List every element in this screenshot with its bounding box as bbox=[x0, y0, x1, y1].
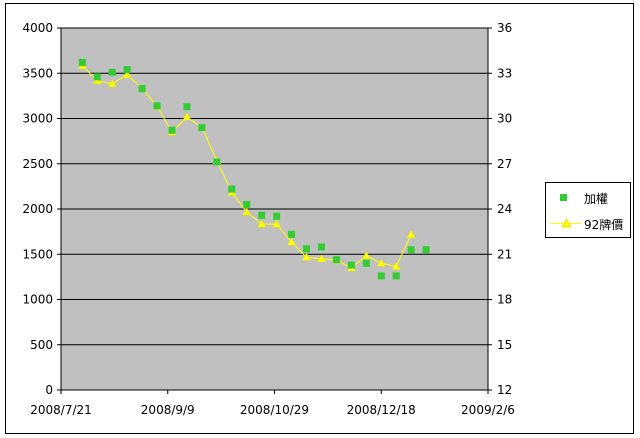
legend-marker-weighted bbox=[560, 194, 567, 201]
weighted-point bbox=[362, 259, 370, 267]
weighted-point bbox=[168, 126, 176, 134]
weighted-point bbox=[138, 85, 146, 93]
legend-item-stock: 92牌價 bbox=[546, 213, 630, 235]
stock-point bbox=[361, 251, 371, 260]
right-tick-label: 30 bbox=[497, 112, 512, 126]
stock-point bbox=[391, 261, 401, 270]
stock-point bbox=[122, 70, 132, 79]
weighted-point bbox=[183, 103, 191, 111]
weighted-point bbox=[273, 212, 281, 220]
weighted-point bbox=[317, 243, 325, 251]
stock-point bbox=[182, 112, 192, 121]
legend: 加權 92牌價 bbox=[545, 182, 631, 238]
left-tick-label: 1000 bbox=[22, 293, 53, 307]
left-tick-label: 4000 bbox=[22, 21, 53, 35]
weighted-point bbox=[303, 245, 311, 253]
x-tick-label: 2008/12/18 bbox=[347, 403, 416, 417]
stock-point bbox=[272, 219, 282, 228]
weighted-point bbox=[93, 73, 101, 81]
x-tick-label: 2008/10/29 bbox=[240, 403, 309, 417]
legend-item-weighted: 加權 bbox=[546, 187, 630, 209]
right-tick-label: 27 bbox=[497, 157, 512, 171]
left-tick-label: 500 bbox=[30, 338, 53, 352]
right-axis-ticks: 12 15 18 21 24 27 30 33 36 bbox=[488, 21, 512, 397]
weighted-point bbox=[123, 66, 131, 74]
right-tick-label: 12 bbox=[497, 383, 512, 397]
stock-point bbox=[302, 252, 311, 261]
weighted-point bbox=[213, 158, 221, 166]
weighted-point bbox=[78, 58, 86, 66]
x-tick-label: 2008/9/9 bbox=[141, 403, 195, 417]
right-tick-label: 18 bbox=[497, 293, 512, 307]
left-tick-label: 3000 bbox=[22, 112, 53, 126]
stock-point bbox=[406, 230, 416, 238]
x-axis-ticks: 2008/7/21 2008/9/9 2008/10/29 2008/12/18 200… bbox=[30, 390, 515, 417]
left-tick-label: 2000 bbox=[22, 202, 53, 216]
stock-point bbox=[107, 79, 117, 88]
legend-marker-stock bbox=[562, 219, 571, 228]
legend-label-stock: 92牌價 bbox=[584, 218, 624, 232]
stock-point bbox=[287, 237, 297, 246]
x-tick-label: 2008/7/21 bbox=[30, 403, 92, 417]
x-tick-label: 2009/2/6 bbox=[461, 403, 515, 417]
weighted-point bbox=[347, 261, 355, 269]
weighted-point bbox=[422, 246, 430, 254]
weighted-point bbox=[198, 124, 206, 132]
right-tick-label: 24 bbox=[497, 202, 512, 216]
stock-point bbox=[376, 258, 386, 267]
grid-lines bbox=[61, 27, 488, 391]
stock-point bbox=[317, 254, 326, 263]
left-tick-label: 1500 bbox=[22, 247, 53, 261]
stock-point bbox=[257, 219, 267, 228]
left-tick-label: 3500 bbox=[22, 66, 53, 80]
right-tick-label: 36 bbox=[497, 21, 512, 35]
weighted-point bbox=[407, 246, 415, 254]
weighted-point bbox=[377, 272, 385, 280]
weighted-point bbox=[392, 272, 400, 280]
weighted-point bbox=[258, 211, 266, 219]
left-tick-label: 2500 bbox=[22, 157, 53, 171]
series-weighted bbox=[78, 58, 430, 280]
weighted-point bbox=[108, 68, 116, 76]
left-axis-ticks: 0 500 1000 1500 2000 2500 3000 3500 4000 bbox=[22, 21, 61, 397]
legend-label-weighted: 加權 bbox=[584, 192, 609, 206]
weighted-point bbox=[332, 256, 340, 264]
stock-point bbox=[242, 207, 252, 216]
weighted-point bbox=[153, 102, 161, 110]
weighted-point bbox=[288, 230, 296, 238]
weighted-point bbox=[228, 185, 236, 193]
left-tick-label: 0 bbox=[45, 383, 53, 397]
right-tick-label: 15 bbox=[497, 338, 512, 352]
right-tick-label: 21 bbox=[497, 247, 512, 261]
right-tick-label: 33 bbox=[497, 66, 512, 80]
weighted-point bbox=[243, 200, 251, 208]
